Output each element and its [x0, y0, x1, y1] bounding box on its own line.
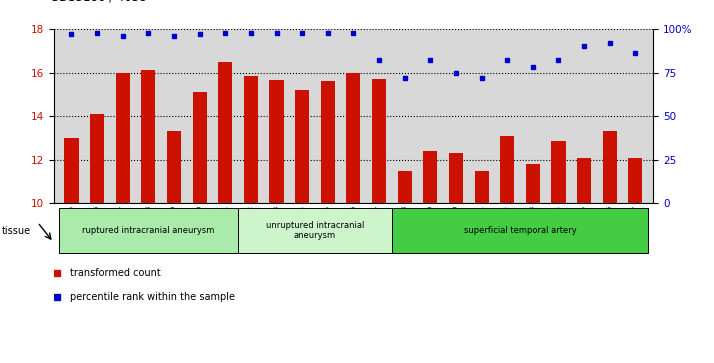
Bar [244, 76, 258, 203]
Text: unruptured intracranial
aneurysm: unruptured intracranial aneurysm [266, 221, 364, 240]
Bar [218, 62, 232, 203]
Text: superficial temporal artery: superficial temporal artery [463, 226, 576, 235]
Bar [551, 141, 565, 203]
Bar [398, 171, 412, 203]
Bar [475, 171, 488, 203]
Bar [603, 131, 617, 203]
Text: tissue: tissue [1, 225, 31, 236]
FancyBboxPatch shape [59, 208, 238, 253]
FancyBboxPatch shape [392, 208, 648, 253]
FancyBboxPatch shape [238, 208, 392, 253]
Bar [141, 70, 156, 203]
Bar [167, 131, 181, 203]
Bar [64, 138, 79, 203]
Bar [449, 153, 463, 203]
Bar [346, 73, 361, 203]
Text: ruptured intracranial aneurysm: ruptured intracranial aneurysm [82, 226, 215, 235]
Bar [628, 158, 643, 203]
Bar [577, 158, 591, 203]
Bar [423, 151, 438, 203]
Text: transformed count: transformed count [69, 268, 161, 278]
Bar [193, 92, 206, 203]
Bar [372, 79, 386, 203]
Bar [116, 73, 130, 203]
Bar [526, 164, 540, 203]
Bar [295, 90, 309, 203]
Bar [269, 80, 283, 203]
Text: percentile rank within the sample: percentile rank within the sample [69, 292, 235, 302]
Bar [321, 81, 335, 203]
Text: GDS5186 / 4038: GDS5186 / 4038 [50, 0, 146, 4]
Bar [501, 136, 514, 203]
Bar [90, 114, 104, 203]
